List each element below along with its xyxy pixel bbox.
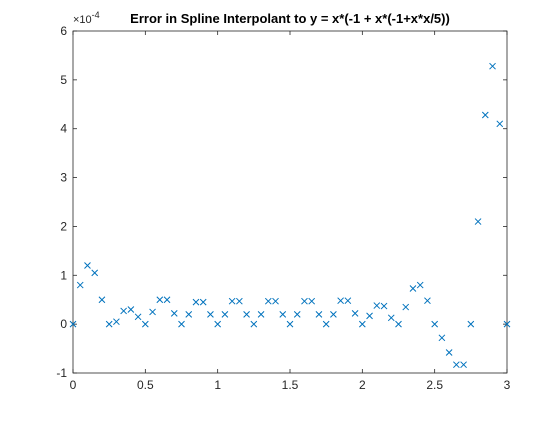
marker [98, 296, 106, 304]
marker [163, 296, 171, 304]
marker [351, 310, 359, 317]
marker [315, 311, 323, 318]
marker [460, 361, 467, 369]
marker [141, 320, 149, 328]
marker [236, 297, 243, 305]
marker [293, 311, 301, 318]
y-tick-label: 6 [60, 24, 67, 38]
marker [503, 320, 511, 328]
multiplier-base: ×10 [73, 14, 92, 26]
marker [69, 320, 77, 328]
marker [424, 297, 431, 305]
y-tick-label: 3 [60, 171, 67, 185]
marker [149, 308, 156, 316]
marker [445, 349, 453, 356]
marker [481, 111, 489, 119]
y-tick-label: 0 [60, 317, 67, 331]
y-multiplier: ×10-4 [73, 10, 100, 26]
marker [453, 361, 460, 369]
marker [113, 318, 120, 326]
marker [105, 320, 113, 328]
marker [243, 311, 250, 318]
marker [330, 311, 337, 318]
marker [322, 320, 330, 328]
y-tick-label: 5 [60, 73, 67, 87]
marker [279, 311, 287, 318]
marker [250, 320, 258, 328]
marker [257, 311, 265, 318]
marker [264, 297, 272, 305]
marker [127, 306, 135, 313]
marker [387, 314, 395, 322]
marker [344, 297, 352, 305]
x-tick-label: 2 [359, 378, 366, 392]
marker [431, 320, 439, 328]
marker [134, 313, 142, 321]
marker [380, 302, 388, 310]
x-tick-label: 2.5 [426, 378, 443, 392]
marker [228, 297, 236, 305]
marker [170, 310, 178, 317]
chart-title: Error in Spline Interpolant to y = x*(-1… [130, 11, 450, 26]
marker [272, 297, 279, 305]
marker [366, 312, 373, 320]
y-tick-label: 4 [60, 122, 67, 136]
marker [185, 311, 193, 318]
marker [156, 296, 164, 304]
y-tick-label: 1 [60, 268, 67, 282]
marker [416, 281, 424, 289]
marker [91, 269, 99, 277]
x-tick-label: 0.5 [137, 378, 154, 392]
marker [120, 307, 127, 315]
marker [286, 320, 294, 328]
marker [395, 320, 402, 328]
marker [489, 62, 496, 70]
y-tick-label: -1 [56, 366, 67, 380]
y-tick-label: 2 [60, 219, 67, 233]
marker [402, 303, 410, 311]
marker [199, 298, 207, 306]
marker [358, 320, 366, 328]
marker [214, 320, 222, 328]
marker [409, 285, 417, 292]
x-tick-label: 3 [504, 378, 511, 392]
marker [438, 334, 446, 342]
marker [207, 311, 214, 318]
marker [467, 320, 475, 328]
multiplier-exponent: -4 [92, 10, 100, 20]
marker [76, 281, 84, 289]
marker [84, 262, 91, 269]
marker [337, 297, 344, 305]
x-tick-label: 1.5 [282, 378, 299, 392]
marker [221, 311, 229, 318]
marker [474, 218, 482, 225]
marker [192, 298, 200, 306]
marker [496, 120, 504, 128]
x-tick-label: 0 [70, 378, 77, 392]
marker [373, 302, 381, 309]
marker [301, 297, 308, 305]
x-tick-label: 1 [214, 378, 221, 392]
marker [308, 297, 316, 305]
marker [178, 320, 185, 328]
